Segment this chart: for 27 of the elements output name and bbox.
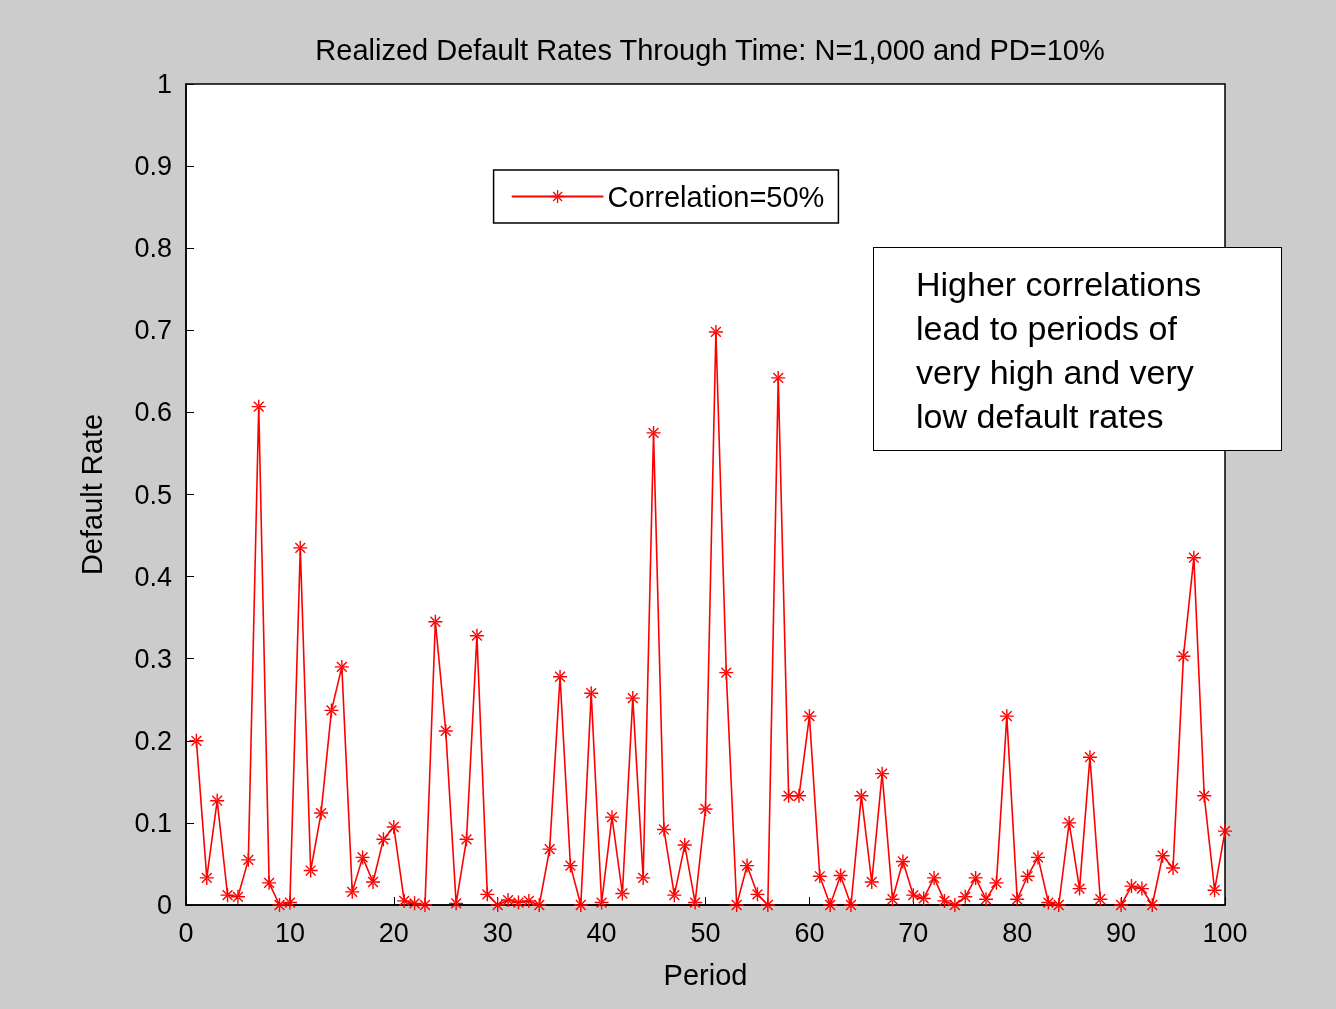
y-tick-label: 0 bbox=[156, 890, 172, 920]
x-tick-label: 0 bbox=[178, 917, 194, 948]
x-tick-label: 10 bbox=[274, 917, 305, 948]
y-tick-label: 0.1 bbox=[134, 807, 172, 838]
x-tick-label: 20 bbox=[378, 917, 409, 948]
x-tick-label: 70 bbox=[898, 917, 929, 948]
x-tick-label: 30 bbox=[482, 917, 513, 948]
text-box: Higher correlations lead to periods of very high and very low default rates bbox=[873, 247, 1282, 451]
x-tick-label: 100 bbox=[1202, 917, 1248, 948]
y-tick-label: 0.7 bbox=[134, 315, 172, 346]
legend-label: Correlation=50% bbox=[607, 180, 825, 213]
chart-title: Realized Default Rates Through Time: N=1,000 and PD=10% bbox=[315, 33, 1105, 66]
y-tick-label: 0.5 bbox=[134, 479, 172, 510]
x-tick-label: 80 bbox=[1002, 917, 1033, 948]
y-axis-title: Default Rate bbox=[75, 413, 108, 576]
y-tick-label: 0.2 bbox=[134, 725, 172, 756]
x-axis-title: Period bbox=[663, 958, 748, 991]
x-tick-label: 90 bbox=[1106, 917, 1137, 948]
x-tick-label: 60 bbox=[794, 917, 825, 948]
y-tick-label: 0.8 bbox=[134, 233, 172, 264]
y-tick-label: 1 bbox=[156, 69, 172, 99]
y-tick-label: 0.6 bbox=[134, 397, 172, 428]
y-tick-label: 0.3 bbox=[134, 643, 172, 674]
x-tick-label: 40 bbox=[586, 917, 617, 948]
x-tick-label: 50 bbox=[690, 917, 721, 948]
y-tick-label: 0.9 bbox=[134, 151, 172, 182]
y-tick-label: 0.4 bbox=[134, 561, 172, 592]
